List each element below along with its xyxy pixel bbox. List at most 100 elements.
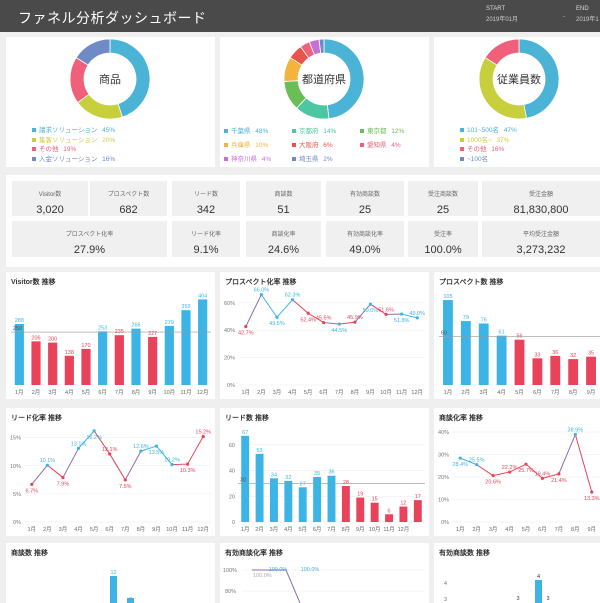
bar[interactable] [568,359,578,385]
legend-item[interactable]: 愛知県 4% [360,139,401,149]
bar[interactable] [532,358,542,385]
bar[interactable] [313,477,321,522]
kpi-value: 27.9% [12,244,167,256]
y-tick-label: 60 [229,443,235,449]
legend-item[interactable]: 神奈川県 4% [224,153,271,163]
data-label: 3 [516,596,519,602]
bar[interactable] [131,329,140,385]
bar[interactable] [342,486,350,522]
legend-item[interactable]: 大阪府 6% [292,139,333,149]
line-point[interactable] [307,312,310,315]
x-tick-label: 4月 [288,389,297,396]
bar[interactable] [461,321,471,385]
bar[interactable] [356,498,364,522]
line-point[interactable] [244,325,247,328]
kpi-label: 受注率 [408,229,478,238]
x-tick-label: 11月 [182,526,193,533]
legend-item[interactable]: 兵庫県 10% [224,139,268,149]
bar[interactable] [65,356,74,385]
bar[interactable] [414,500,422,522]
line-point[interactable] [557,472,560,475]
bar[interactable] [256,454,264,522]
legend-item[interactable]: 千葉県 48% [224,125,268,135]
line-point[interactable] [155,444,158,447]
header-bar: ファネル分析ダッシュボード START 2019年01月 - END 2019年… [0,0,600,32]
bar[interactable] [371,503,379,522]
donut-slice[interactable] [485,39,519,65]
kpi-value: 342 [172,204,240,216]
x-tick-label: 7月 [121,526,130,533]
legend-item[interactable]: 集客ソリューション 20% [32,134,115,144]
line-point[interactable] [492,474,495,477]
bar[interactable] [198,299,207,385]
bar[interactable] [550,356,560,385]
kpi-label: 受注金額 [482,189,600,198]
legend-item[interactable]: 1000名~ 37% [460,134,510,144]
y-tick-label: 30% [438,453,449,459]
bar[interactable] [31,341,40,385]
x-tick-label: 5月 [522,526,531,533]
x-tick-label: 12月 [197,526,209,533]
line-point[interactable] [61,476,64,479]
bar[interactable] [148,337,157,385]
legend-label: 神奈川県 [231,156,257,163]
bar[interactable] [443,300,453,385]
bar[interactable] [497,336,507,385]
bar[interactable] [48,343,57,385]
line-point[interactable] [400,312,403,315]
data-label: 253 [98,325,107,331]
bar[interactable] [81,349,90,385]
line-point[interactable] [124,478,127,481]
bar[interactable] [15,324,24,385]
bar[interactable] [115,335,124,385]
y-tick-label: 40 [229,469,235,475]
y-tick-label: 4 [444,581,447,587]
line-point[interactable] [338,322,341,325]
bar[interactable] [479,324,489,385]
legend-item[interactable]: 入金ソリューション 16% [32,153,115,163]
line-point[interactable] [30,483,33,486]
x-tick-label: 6月 [533,389,542,396]
legend-item[interactable]: 101~500名 47% [460,124,517,134]
kpi-value: 100.0% [408,244,478,256]
bar[interactable] [270,478,278,522]
line-point[interactable] [186,462,189,465]
data-label: 49.0% [409,311,425,317]
bar[interactable] [399,507,407,522]
bar[interactable] [98,331,107,385]
bar[interactable] [110,576,117,603]
bar[interactable] [586,357,596,385]
data-label: 100.0% [301,567,320,573]
legend-item[interactable]: 埼玉県 2% [292,153,333,163]
line-point[interactable] [459,457,462,460]
legend-item[interactable]: 議求ソリューション 45% [32,124,115,134]
y-tick-label: 60% [224,301,235,307]
legend-pct: 14% [322,128,337,135]
line-point[interactable] [275,316,278,319]
legend-item[interactable]: 東京都 12% [360,125,404,135]
legend-label: 入金ソリューション [39,156,97,163]
end-date-filter[interactable]: 2019年1 [576,14,599,23]
line-point[interactable] [93,429,96,432]
bar[interactable] [165,326,174,385]
bar[interactable] [515,340,525,385]
legend-item[interactable]: その他 19% [32,143,76,153]
legend-item[interactable]: ~100名 [460,153,491,163]
start-date-filter[interactable]: 2019年01月 [486,14,518,23]
line-point[interactable] [369,303,372,306]
x-tick-label: 1月 [456,526,465,533]
bar[interactable] [328,476,336,522]
bar[interactable] [299,487,307,522]
kpi-lead-rate: リード化率 9.1% [172,221,240,257]
legend-item[interactable]: 京都府 14% [292,125,336,135]
line-point[interactable] [590,490,593,493]
line-point[interactable] [524,463,527,466]
bar[interactable] [284,481,292,522]
data-label: 10.2% [164,458,180,464]
donut-slice[interactable] [479,58,526,119]
donut-slice[interactable] [76,39,110,65]
bar[interactable] [385,514,393,522]
bar[interactable] [181,310,190,385]
legend-item[interactable]: その他 16% [460,143,504,153]
